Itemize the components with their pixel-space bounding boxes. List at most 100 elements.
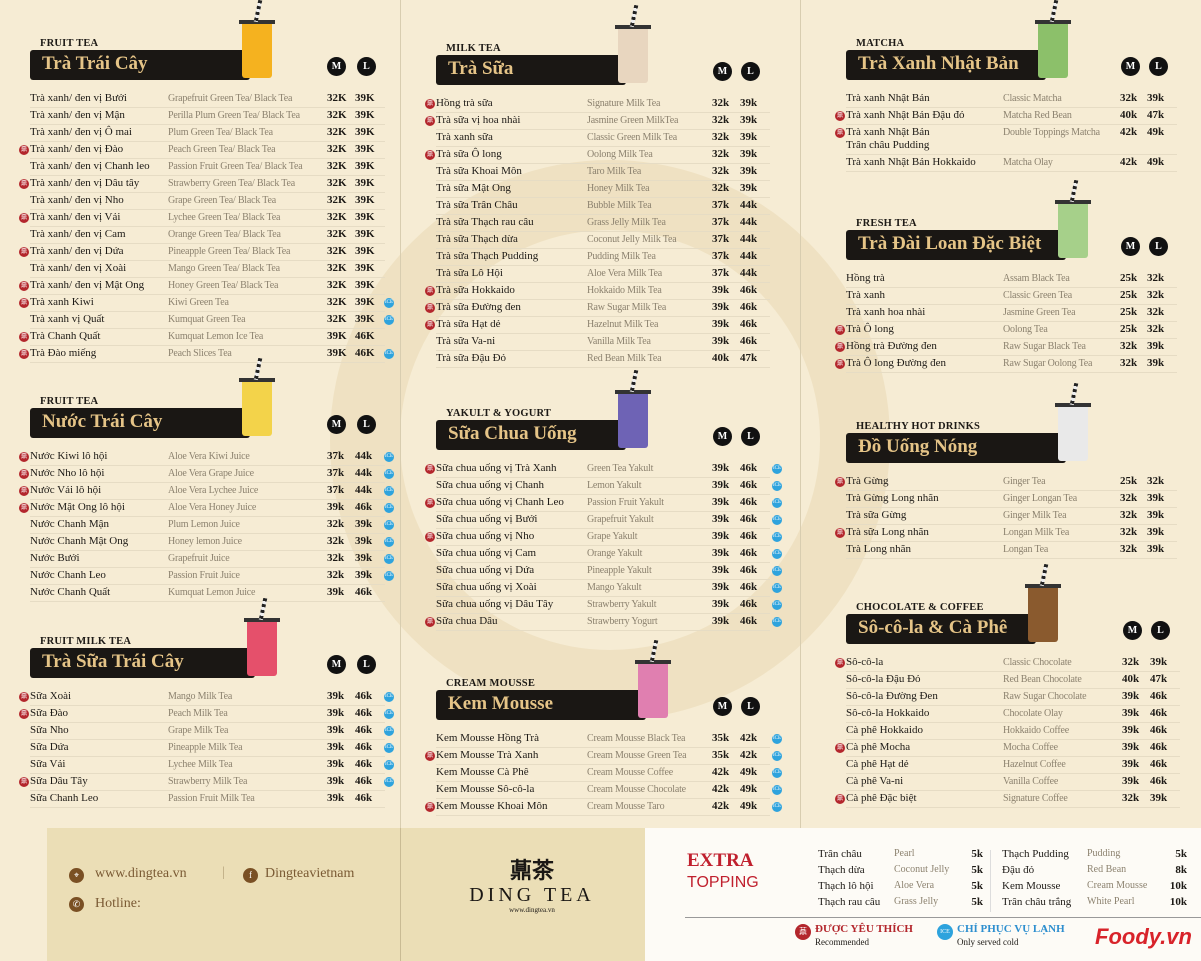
menu-item[interactable]: 薡 Trà sữa vị hoa nhài Jasmine Green Milk… <box>425 113 770 130</box>
facebook-link[interactable]: Dingteavietnam <box>265 866 355 881</box>
menu-item[interactable]: 薡 Trà Ô long Oolong Tea 25k 32k <box>835 322 1177 339</box>
item-name-vi: Sô-cô-la <box>846 656 884 668</box>
menu-item[interactable]: 薡 Sữa Đào Peach Milk Tea 39k 46k ICE <box>19 706 394 723</box>
item-name-vi: Trà xanh/ đen vị Bưởi <box>30 92 127 104</box>
menu-item[interactable]: Trà sữa Va-ni Vanilla Milk Tea 39k 46k <box>436 334 770 351</box>
menu-item[interactable]: 薡 Trà sữa Long nhãn Longan Milk Tea 32k … <box>835 525 1177 542</box>
menu-item[interactable]: Trà xanh/ đen vị Cam Orange Green Tea/ B… <box>30 227 385 244</box>
menu-item[interactable]: 薡 Trà Đào miếng Peach Slices Tea 39K 46K… <box>19 346 394 363</box>
menu-item[interactable]: 薡 Kem Mousse Trà Xanh Cream Mousse Green… <box>425 748 782 765</box>
price-l: 46k <box>740 284 758 296</box>
price-m: 39k <box>1122 707 1140 719</box>
menu-item[interactable]: 薡 Trà sữa Ô long Oolong Milk Tea 32k 39k <box>425 147 770 164</box>
menu-item[interactable]: 薡 Trà sữa Hạt dẻ Hazelnut Milk Tea 39k 4… <box>425 317 770 334</box>
website-link[interactable]: www.dingtea.vn <box>95 866 187 881</box>
menu-item[interactable]: 薡 Sô-cô-la Classic Chocolate 32k 39k <box>835 655 1180 672</box>
menu-item[interactable]: Trà xanh/ đen vị Nho Grape Green Tea/ Bl… <box>30 193 385 210</box>
menu-item[interactable]: Trà sữa Mật Ong Honey Milk Tea 32k 39k <box>436 181 770 198</box>
menu-item[interactable]: Sữa Dứa Pineapple Milk Tea 39k 46k ICE <box>30 740 394 757</box>
menu-item[interactable]: Sữa chua uống vị Dứa Pineapple Yakult 39… <box>436 563 782 580</box>
menu-item[interactable]: Kem Mousse Hồng Trà Cream Mousse Black T… <box>436 731 782 748</box>
menu-item[interactable]: Trà xanh/ đen vị Xoài Mango Green Tea/ B… <box>30 261 385 278</box>
menu-item[interactable]: 薡 Sữa chua uống vị Nho Grape Yakult 39k … <box>425 529 782 546</box>
menu-item[interactable]: Trà xanh Classic Green Tea 25k 32k <box>846 288 1177 305</box>
menu-item[interactable]: Trà xanh vị Quất Kumquat Green Tea 32K 3… <box>30 312 394 329</box>
menu-item[interactable]: 薡 Trà xanh Nhật Bản Trân châu Pudding Do… <box>835 125 1177 155</box>
menu-item[interactable]: Trà Gừng Long nhãn Ginger Longan Tea 32k… <box>846 491 1177 508</box>
menu-item[interactable]: Trà xanh Nhật Bản Hokkaido Matcha Olay 4… <box>846 155 1177 172</box>
menu-item[interactable]: Trà sữa Thạch rau câu Grass Jelly Milk T… <box>436 215 770 232</box>
menu-item[interactable]: 薡 Trà xanh/ đen vị Dâu tây Strawberry Gr… <box>19 176 385 193</box>
menu-item[interactable]: Trà xanh/ đen vị Chanh leo Passion Fruit… <box>30 159 385 176</box>
menu-item[interactable]: 薡 Trà xanh/ đen vị Vải Lychee Green Tea/… <box>19 210 385 227</box>
menu-item[interactable]: Sô-cô-la Hokkaido Chocolate Olay 39k 46k <box>846 706 1180 723</box>
menu-item[interactable]: 薡 Trà xanh/ đen vị Dứa Pineapple Green T… <box>19 244 385 261</box>
menu-item[interactable]: Nước Chanh Mật Ong Honey lemon Juice 32k… <box>30 534 394 551</box>
menu-item[interactable]: Trà xanh/ đen vị Ô mai Plum Green Tea/ B… <box>30 125 385 142</box>
menu-item[interactable]: 薡 Trà xanh Kiwi Kiwi Green Tea 32K 39K I… <box>19 295 394 312</box>
menu-item[interactable]: 薡 Trà Chanh Quất Kumquat Lemon Ice Tea 3… <box>19 329 385 346</box>
menu-item[interactable]: 薡 Sữa chua uống vị Chanh Leo Passion Fru… <box>425 495 782 512</box>
menu-item[interactable]: 薡 Sữa Xoài Mango Milk Tea 39k 46k ICE <box>19 689 394 706</box>
menu-item[interactable]: Trà Long nhãn Longan Tea 32k 39k <box>846 542 1177 559</box>
menu-item[interactable]: Trà sữa Trân Châu Bubble Milk Tea 37k 44… <box>436 198 770 215</box>
menu-item[interactable]: Cà phê Hạt dẻ Hazelnut Coffee 39k 46k <box>846 757 1180 774</box>
menu-item[interactable]: Hồng trà Assam Black Tea 25k 32k <box>846 271 1177 288</box>
menu-item[interactable]: 薡 Trà sữa Đường đen Raw Sugar Milk Tea 3… <box>425 300 770 317</box>
menu-item[interactable]: 薡 Hồng trà sữa Signature Milk Tea 32k 39… <box>425 96 770 113</box>
menu-item[interactable]: Cà phê Hokkaido Hokkaido Coffee 39k 46k <box>846 723 1180 740</box>
menu-item[interactable]: 薡 Hồng trà Đường đen Raw Sugar Black Tea… <box>835 339 1177 356</box>
menu-item[interactable]: Nước Chanh Leo Passion Fruit Juice 32k 3… <box>30 568 394 585</box>
item-name-en: Kumquat Lemon Ice Tea <box>168 331 264 342</box>
menu-item[interactable]: Trà sữa Khoai Môn Taro Milk Tea 32k 39k <box>436 164 770 181</box>
menu-item[interactable]: 薡 Sữa Dâu Tây Strawberry Milk Tea 39k 46… <box>19 774 394 791</box>
menu-item[interactable]: Sữa Vải Lychee Milk Tea 39k 46k ICE <box>30 757 394 774</box>
menu-item[interactable]: Trà sữa Thạch dừa Coconut Jelly Milk Tea… <box>436 232 770 249</box>
item-name-vi: Sữa chua uống vị Trà Xanh <box>436 462 557 474</box>
menu-item[interactable]: Kem Mousse Sô-cô-la Cream Mousse Chocola… <box>436 782 782 799</box>
menu-item[interactable]: Kem Mousse Cà Phê Cream Mousse Coffee 42… <box>436 765 782 782</box>
menu-item[interactable]: Sô-cô-la Đậu Đỏ Red Bean Chocolate 40k 4… <box>846 672 1180 689</box>
menu-item[interactable]: Sữa chua uống vị Dâu Tây Strawberry Yaku… <box>436 597 782 614</box>
menu-item[interactable]: Sô-cô-la Đường Đen Raw Sugar Chocolate 3… <box>846 689 1180 706</box>
menu-item[interactable]: Trà xanh sữa Classic Green Milk Tea 32k … <box>436 130 770 147</box>
menu-item[interactable]: 薡 Cà phê Đặc biệt Signature Coffee 32k 3… <box>835 791 1180 808</box>
menu-item[interactable]: 薡 Kem Mousse Khoai Môn Cream Mousse Taro… <box>425 799 782 816</box>
menu-item[interactable]: Trà xanh/ đen vị Bưởi Grapefruit Green T… <box>30 91 385 108</box>
menu-item[interactable]: 薡 Trà sữa Hokkaido Hokkaido Milk Tea 39k… <box>425 283 770 300</box>
menu-item[interactable]: Trà xanh hoa nhài Jasmine Green Tea 25k … <box>846 305 1177 322</box>
menu-item[interactable]: 薡 Trà xanh/ đen vị Mật Ong Honey Green T… <box>19 278 385 295</box>
menu-item[interactable]: Sữa chua uống vị Cam Orange Yakult 39k 4… <box>436 546 782 563</box>
menu-item[interactable]: 薡 Nước Kiwi lô hội Aloe Vera Kiwi Juice … <box>19 449 394 466</box>
menu-item[interactable]: Sữa Nho Grape Milk Tea 39k 46k ICE <box>30 723 394 740</box>
menu-item[interactable]: Sữa chua uống vị Xoài Mango Yakult 39k 4… <box>436 580 782 597</box>
recommended-icon: 薡 <box>425 617 435 627</box>
menu-item[interactable]: 薡 Sữa chua uống vị Trà Xanh Green Tea Ya… <box>425 461 782 478</box>
price-m: 32K <box>327 143 347 155</box>
menu-item[interactable]: Trà sữa Đậu Đỏ Red Bean Milk Tea 40k 47k <box>436 351 770 368</box>
menu-item[interactable]: Trà xanh Nhật Bản Classic Matcha 32k 39k <box>846 91 1177 108</box>
menu-item[interactable]: Sữa Chanh Leo Passion Fruit Milk Tea 39k… <box>30 791 385 808</box>
menu-item[interactable]: Nước Bưởi Grapefruit Juice 32k 39k ICE <box>30 551 394 568</box>
menu-item[interactable]: 薡 Nước Mật Ong lô hội Aloe Vera Honey Ju… <box>19 500 394 517</box>
menu-item[interactable]: 薡 Trà xanh/ đen vị Đào Peach Green Tea/ … <box>19 142 385 159</box>
ice-only-icon: ICE <box>772 566 782 576</box>
menu-item[interactable]: 薡 Nước Nho lô hội Aloe Vera Grape Juice … <box>19 466 394 483</box>
menu-item[interactable]: Trà xanh/ đen vị Mận Perilla Plum Green … <box>30 108 385 125</box>
menu-item[interactable]: Cà phê Va-ni Vanilla Coffee 39k 46k <box>846 774 1180 791</box>
menu-item[interactable]: Sữa chua uống vị Chanh Lemon Yakult 39k … <box>436 478 782 495</box>
menu-item[interactable]: Trà sữa Thạch Pudding Pudding Milk Tea 3… <box>436 249 770 266</box>
menu-item[interactable]: 薡 Cà phê Mocha Mocha Coffee 39k 46k <box>835 740 1180 757</box>
menu-item[interactable]: 薡 Trà xanh Nhật Bản Đậu đỏ Matcha Red Be… <box>835 108 1177 125</box>
menu-item[interactable]: 薡 Trà Ô long Đường đen Raw Sugar Oolong … <box>835 356 1177 373</box>
menu-item[interactable]: 薡 Sữa chua Dâu Strawberry Yogurt 39k 46k… <box>425 614 782 631</box>
menu-item[interactable]: Trà sữa Gừng Ginger Milk Tea 32k 39k <box>846 508 1177 525</box>
menu-item[interactable]: 薡 Nước Vải lô hội Aloe Vera Lychee Juice… <box>19 483 394 500</box>
item-name-en: Lemon Yakult <box>587 480 642 491</box>
menu-item[interactable]: Nước Chanh Quất Kumquat Lemon Juice 39k … <box>30 585 385 602</box>
item-name-en: Grapefruit Yakult <box>587 514 654 525</box>
menu-item[interactable]: Nước Chanh Mận Plum Lemon Juice 32k 39k … <box>30 517 394 534</box>
menu-item[interactable]: Trà sữa Lô Hội Aloe Vera Milk Tea 37k 44… <box>436 266 770 283</box>
menu-item[interactable]: Sữa chua uống vị Bưởi Grapefruit Yakult … <box>436 512 782 529</box>
menu-item[interactable]: 薡 Trà Gừng Ginger Tea 25k 32k <box>835 474 1177 491</box>
